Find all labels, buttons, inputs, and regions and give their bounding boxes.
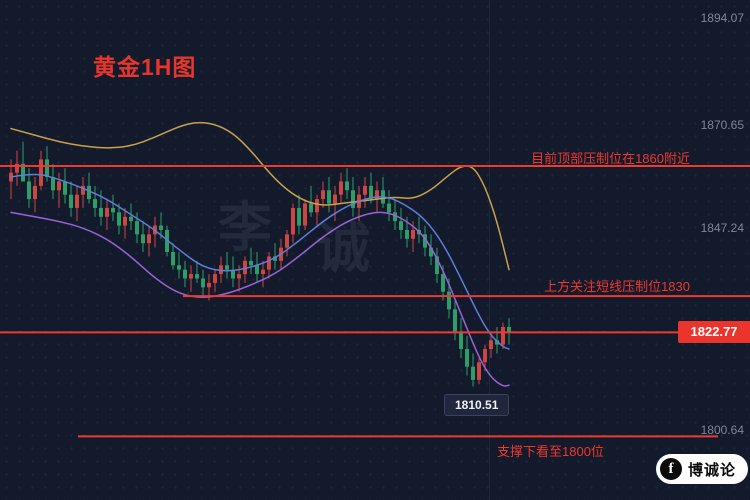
resistance-1830-annotation: 上方关注短线压制位1830 bbox=[544, 279, 690, 294]
support-1800-annotation: 支撑下看至1800位 bbox=[497, 444, 604, 459]
y-axis-label: 1800.64 bbox=[700, 423, 744, 437]
price-badge: 1822.77 bbox=[678, 321, 750, 344]
brand-badge: f 博诚论 bbox=[655, 454, 748, 484]
resistance-1860-annotation: 目前顶部压制位在1860附近 bbox=[531, 151, 690, 166]
y-axis-label: 1847.24 bbox=[700, 221, 744, 235]
brand-name: 博诚论 bbox=[687, 461, 736, 479]
y-axis-label: 1870.65 bbox=[700, 118, 744, 132]
watermark-char: 诚 bbox=[316, 219, 370, 279]
facebook-icon: f bbox=[659, 458, 682, 480]
watermark-char: 李 bbox=[218, 198, 272, 258]
session-divider-line bbox=[489, 0, 490, 500]
chart-title: 黄金1H图 bbox=[93, 54, 197, 80]
y-axis-label: 1894.07 bbox=[700, 11, 744, 25]
session-low-badge: 1810.51 bbox=[444, 394, 510, 416]
